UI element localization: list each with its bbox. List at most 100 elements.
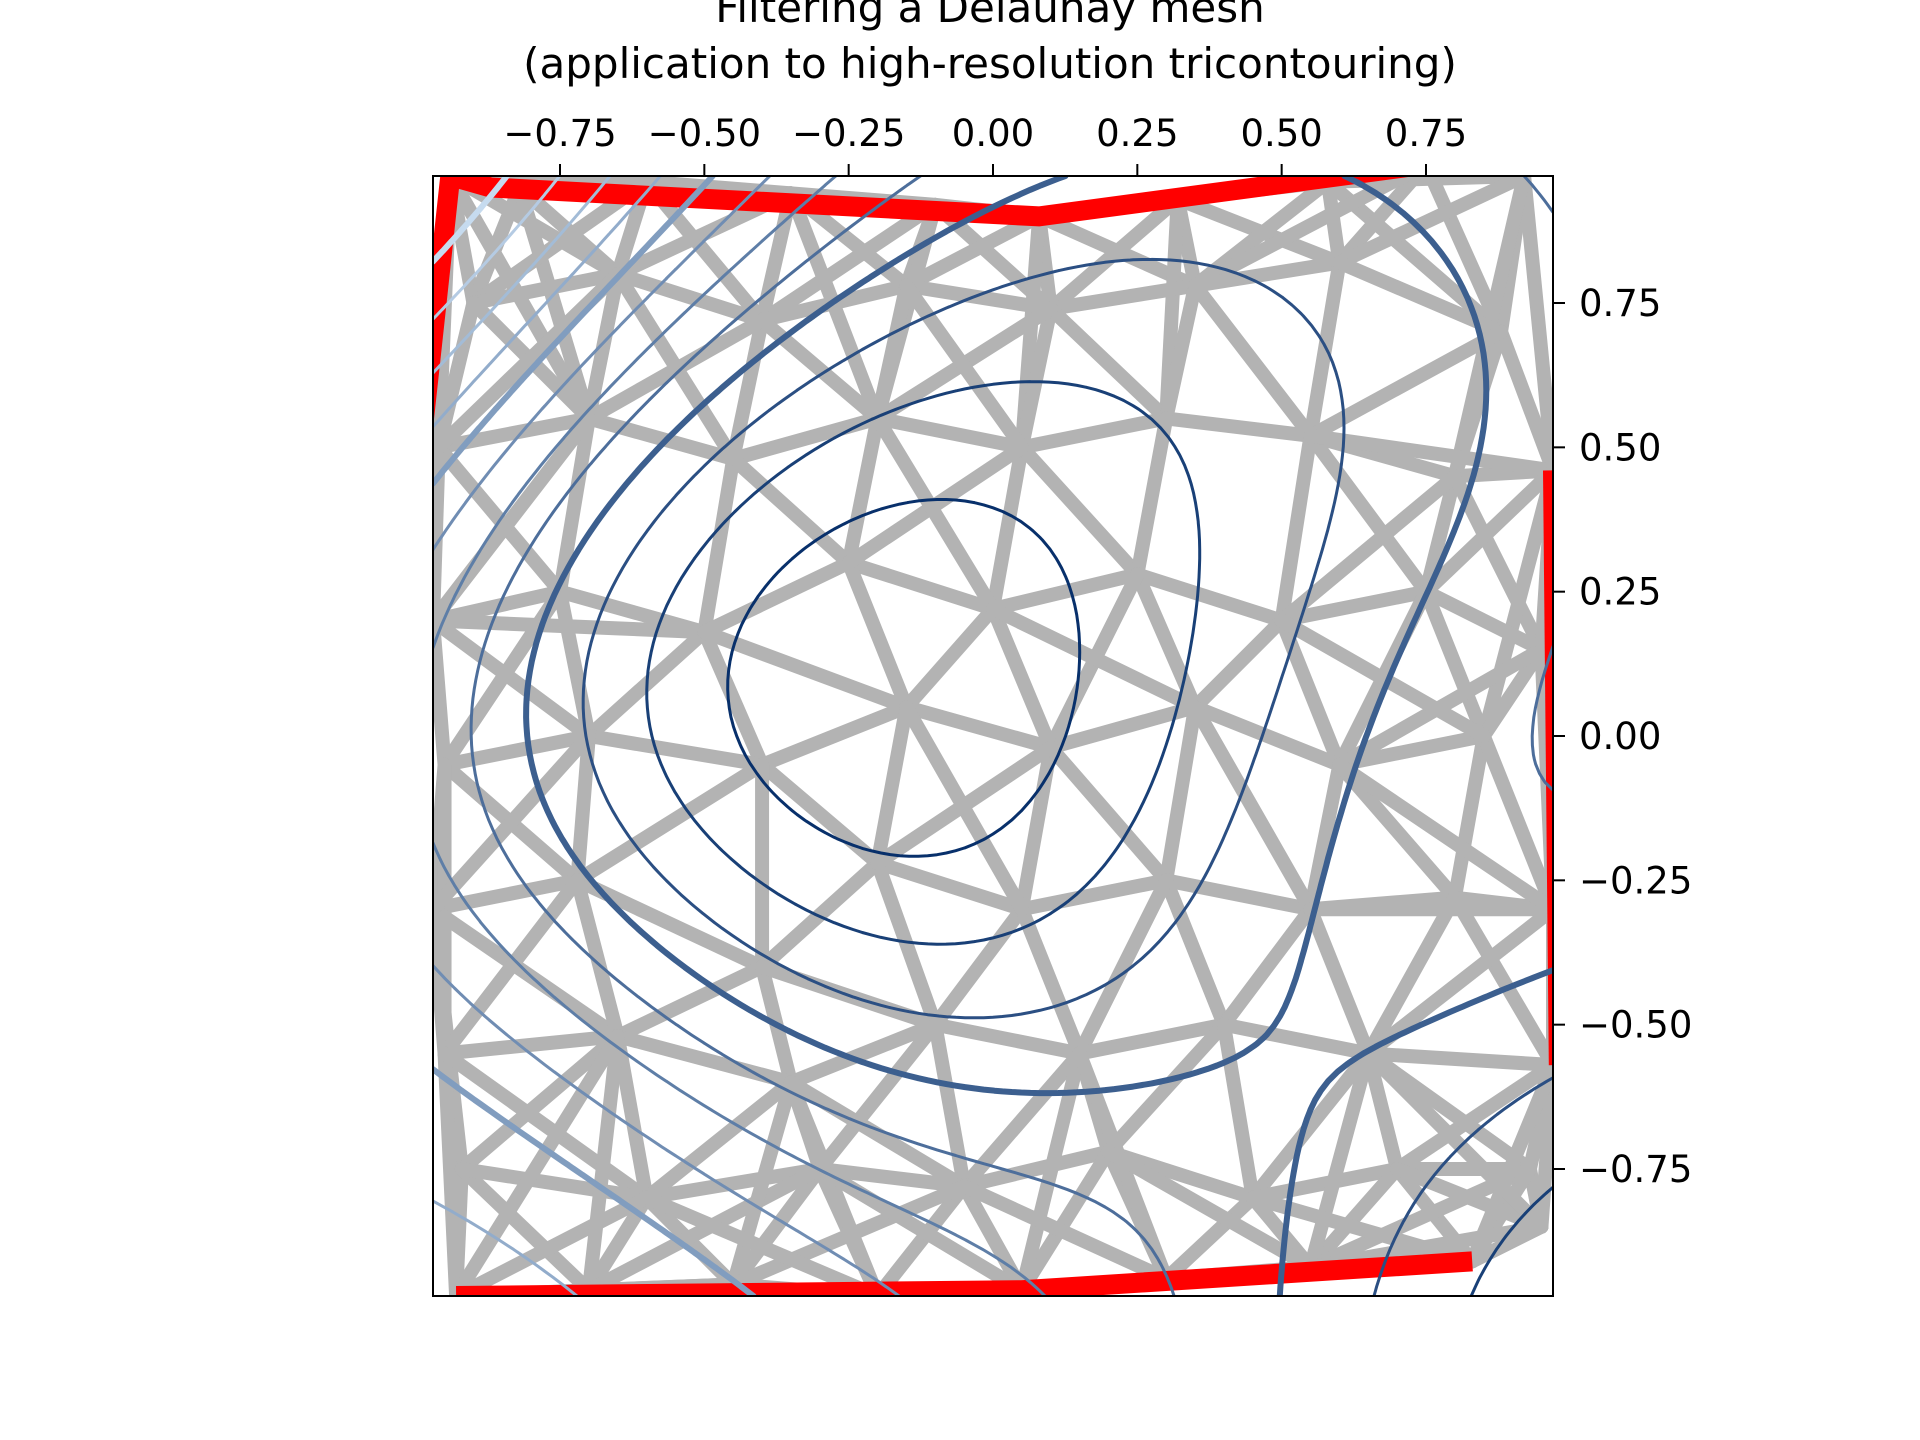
mesh-edge [1418, 584, 1549, 657]
mesh-edge [783, 1075, 972, 1194]
mesh-edge [1072, 873, 1174, 1061]
mesh-edge [639, 176, 798, 201]
contour-line [581, 257, 1553, 1296]
mesh-edge [581, 411, 741, 466]
mesh-edge [986, 440, 1029, 616]
mesh-edge [1303, 428, 1433, 599]
mesh-edge [466, 180, 527, 311]
mesh-edge [1014, 440, 1145, 582]
mesh-edge [1043, 740, 1174, 888]
y-tick-label: 0.50 [1579, 426, 1661, 469]
mesh-edge [454, 1161, 654, 1205]
contour-line [469, 176, 1553, 1296]
chart-title-line-1: Filtering a Delaunay mesh [715, 0, 1264, 32]
mesh-edge [928, 1017, 1087, 1061]
mesh-edge [1303, 1161, 1405, 1275]
mesh-edge [1447, 890, 1553, 1073]
mesh-edge [899, 278, 1029, 455]
mesh-edge [1014, 411, 1174, 455]
contour-line [523, 176, 1553, 1296]
mesh-edge [610, 1029, 798, 1090]
mesh-edge [1043, 192, 1185, 316]
mesh-edge [1274, 584, 1433, 628]
mesh-edge [1517, 176, 1553, 478]
mesh-edge [812, 1161, 1029, 1296]
mesh-edge [1303, 902, 1376, 1061]
mesh-edge [433, 296, 481, 455]
mesh-edge [454, 1161, 596, 1296]
mesh-edge [1361, 1046, 1405, 1176]
mesh-edge [1274, 613, 1491, 743]
mesh-edge [755, 186, 798, 328]
mesh-edge [1216, 1017, 1260, 1205]
contour-line [433, 176, 562, 321]
mesh-edge [697, 451, 741, 640]
y-tick-label: −0.25 [1579, 859, 1692, 902]
mesh-edge [1216, 1017, 1376, 1061]
mesh-edge [1159, 411, 1318, 443]
triangulation-mesh [433, 176, 1553, 1296]
masked-edge [447, 176, 1416, 227]
mesh-edge [841, 411, 885, 570]
mesh-edge [1303, 428, 1553, 478]
masked-edge [433, 176, 461, 429]
contour-line [726, 498, 1082, 858]
mesh-edge [1130, 411, 1174, 582]
mesh-edge [1043, 278, 1203, 316]
mesh-edge [1418, 584, 1491, 743]
mesh-edge [1332, 729, 1491, 772]
mesh-edge [1014, 902, 1087, 1061]
mesh-edge [783, 1017, 943, 1090]
masked-edge [455, 1251, 1473, 1296]
mesh-edge [899, 278, 1058, 316]
y-tick-label: 0.25 [1579, 571, 1661, 614]
mesh-edge [841, 555, 914, 715]
mesh-edge [1418, 463, 1553, 599]
mesh-edge [957, 1144, 1116, 1194]
mesh-edge [570, 757, 770, 888]
mesh-edge [783, 1075, 885, 1296]
x-tick-label: −0.25 [792, 112, 905, 155]
y-tick-label: 0.75 [1579, 282, 1661, 325]
mesh-edge [610, 1029, 654, 1205]
mesh-edge [433, 613, 596, 743]
mesh-edge [1188, 700, 1318, 917]
mesh-edge [1332, 176, 1426, 270]
mesh-edge [1274, 469, 1462, 628]
mesh-edge [1320, 176, 1347, 270]
mesh-edge [1188, 700, 1347, 772]
mesh-edge [1464, 176, 1532, 183]
contour-line [433, 176, 901, 1296]
mesh-edge [1418, 469, 1462, 599]
mesh-edge [1447, 729, 1491, 905]
chart-title-line-2: (application to high-resolution triconto… [523, 39, 1457, 88]
mesh-edge [726, 1075, 798, 1292]
mesh-edge [870, 278, 914, 426]
mesh-edge [899, 700, 1058, 755]
mesh-edge [870, 856, 943, 1032]
contour-line [433, 176, 1047, 1296]
mesh-edge [1216, 902, 1318, 1032]
mesh-edge [1274, 428, 1318, 628]
mesh-edge [1476, 642, 1549, 743]
mesh-edge [1361, 890, 1462, 1061]
x-tick-label: 0.50 [1240, 112, 1322, 155]
mesh-edge [1534, 1058, 1553, 1234]
mesh-edge [755, 700, 914, 772]
mesh-edge [1303, 1046, 1376, 1275]
mesh-edge [639, 1161, 827, 1205]
x-tick-label: −0.50 [648, 112, 761, 155]
mesh-edge [1361, 902, 1553, 1061]
mesh-edge [899, 209, 1047, 293]
mesh-edge [449, 1029, 625, 1296]
mesh-edge [870, 411, 1029, 455]
mesh-edge [1361, 1046, 1553, 1073]
x-axis-ticks: −0.75 −0.50 −0.25 0.00 0.25 0.50 0.75 [503, 112, 1467, 176]
mesh-edge [1043, 700, 1203, 755]
mesh-edge [1159, 278, 1203, 426]
mesh-edge [1014, 740, 1058, 917]
mesh-edge [1476, 729, 1553, 917]
mesh-edge [581, 729, 770, 772]
mesh-edge [1159, 1190, 1260, 1286]
